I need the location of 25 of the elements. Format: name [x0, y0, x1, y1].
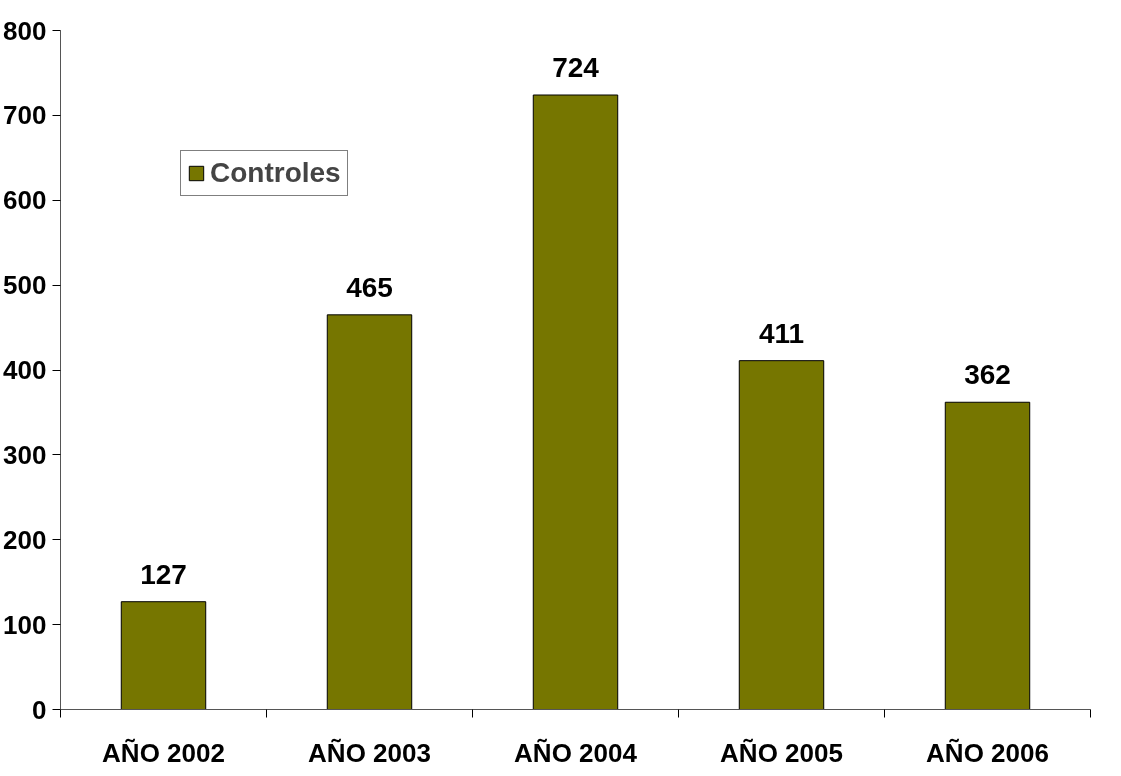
y-tick-label: 100: [3, 609, 47, 640]
data-label: 724: [552, 52, 600, 83]
data-label: 362: [964, 359, 1011, 391]
y-tick-label: 600: [3, 185, 47, 216]
y-tick-label: 300: [3, 439, 47, 470]
bar: [532, 94, 619, 710]
legend-label: Controles: [210, 157, 341, 189]
y-tick-label: 500: [3, 270, 47, 301]
bar: [738, 360, 825, 710]
data-label: 127: [140, 558, 187, 590]
y-tick-label: 400: [3, 355, 47, 385]
x-tick-label: AÑO 2004: [514, 737, 638, 768]
data-label: 465: [346, 271, 393, 303]
y-tick-label: 700: [3, 100, 47, 131]
y-tick-label: 200: [3, 524, 47, 555]
data-label: 411: [758, 317, 805, 349]
x-tick-label: AÑO 2005: [720, 737, 843, 768]
y-tick-label: 0: [32, 694, 47, 725]
y-tick-label: 800: [3, 15, 47, 46]
bar: [120, 601, 207, 710]
bar: [326, 314, 413, 710]
x-tick-label: AÑO 2006: [926, 737, 1049, 768]
x-tick-label: AÑO 2003: [308, 737, 431, 768]
bar: [944, 401, 1031, 710]
x-tick-label: AÑO 2002: [102, 737, 225, 768]
